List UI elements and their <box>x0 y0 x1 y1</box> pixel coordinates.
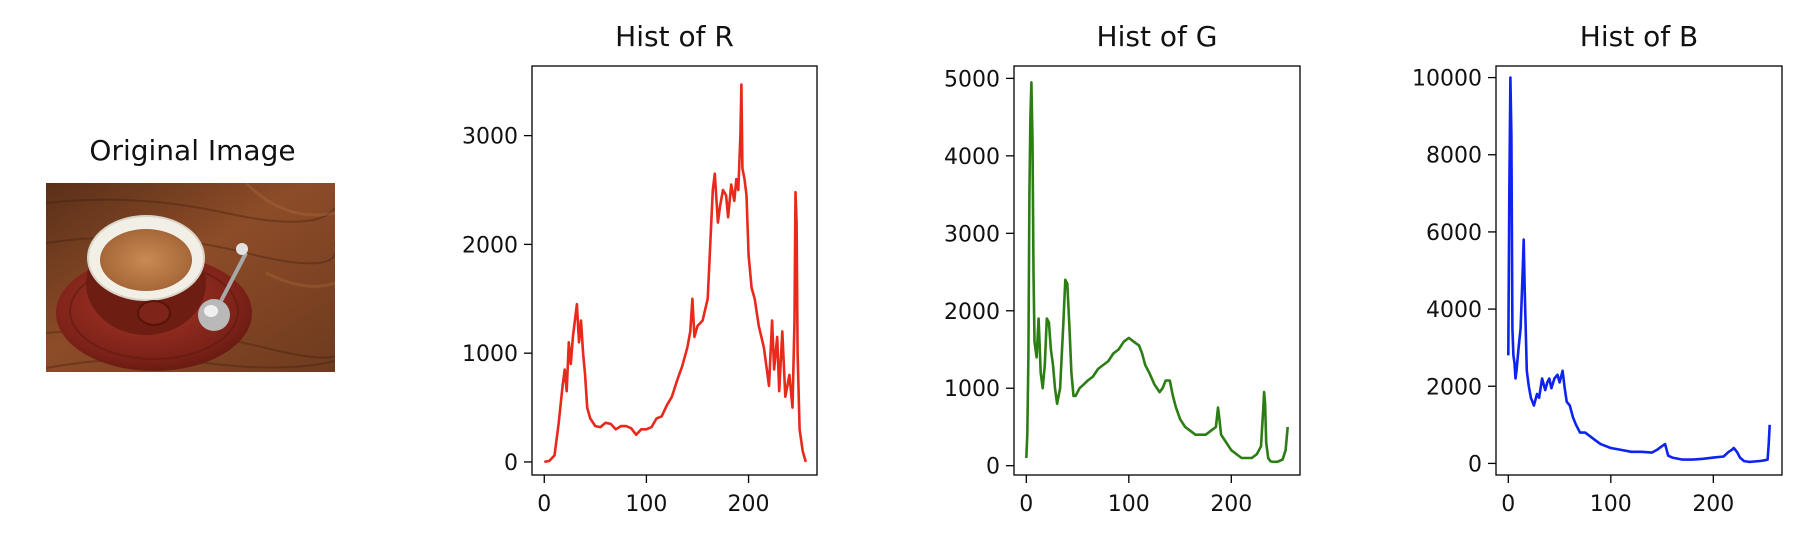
hist-r-series-line <box>544 83 808 464</box>
hist-g-y-tick-label: 4000 <box>944 145 1000 170</box>
hist-g-x-tick-label: 200 <box>1210 492 1252 517</box>
hist-b-y-tick-label: 4000 <box>1426 298 1482 323</box>
hist-g-series-line <box>1025 81 1289 464</box>
hist-b-y-tick-label: 2000 <box>1426 375 1482 400</box>
hist-r-x-tick-label: 100 <box>625 492 667 517</box>
hist-r-x-tick-label: 0 <box>537 492 551 517</box>
hist-g-x-tick-label: 100 <box>1108 492 1150 517</box>
hist-r-axes-frame <box>531 65 818 476</box>
hist-b-x-tick-label: 100 <box>1590 492 1632 517</box>
hist-b-y-tick-label: 0 <box>1468 452 1482 477</box>
hist-g-title: Hist of G <box>1097 20 1218 53</box>
hist-g-y-tick-label: 5000 <box>944 67 1000 92</box>
hist-b-axes-frame <box>1495 65 1783 476</box>
hist-g-y-tick-label: 1000 <box>944 377 1000 402</box>
hist-r-y-tick-label: 2000 <box>462 233 518 258</box>
hist-b-x-tick-label: 200 <box>1692 492 1734 517</box>
coffee-cup-photo <box>46 183 335 372</box>
hist-b-x-tick-label: 0 <box>1501 492 1515 517</box>
hist-g-y-tick-label: 2000 <box>944 300 1000 325</box>
hist-b-title: Hist of B <box>1580 20 1698 53</box>
hist-b-y-tick-label: 10000 <box>1412 67 1482 92</box>
original-image <box>46 183 335 372</box>
hist-g-y-tick-label: 0 <box>986 455 1000 480</box>
hist-b-y-tick-label: 8000 <box>1426 144 1482 169</box>
hist-g-axes-frame <box>1013 65 1301 476</box>
hist-r-y-tick-label: 0 <box>504 451 518 476</box>
image-title: Original Image <box>89 134 296 167</box>
hist-r-x-tick-label: 200 <box>728 492 770 517</box>
hist-r-y-tick-label: 3000 <box>462 125 518 150</box>
hist-r-title: Hist of R <box>615 20 734 53</box>
hist-g-y-tick-label: 3000 <box>944 222 1000 247</box>
hist-g-x-tick-label: 0 <box>1019 492 1033 517</box>
hist-b-series-line <box>1507 76 1771 464</box>
hist-b-y-tick-label: 6000 <box>1426 221 1482 246</box>
hist-r-y-tick-label: 1000 <box>462 342 518 367</box>
